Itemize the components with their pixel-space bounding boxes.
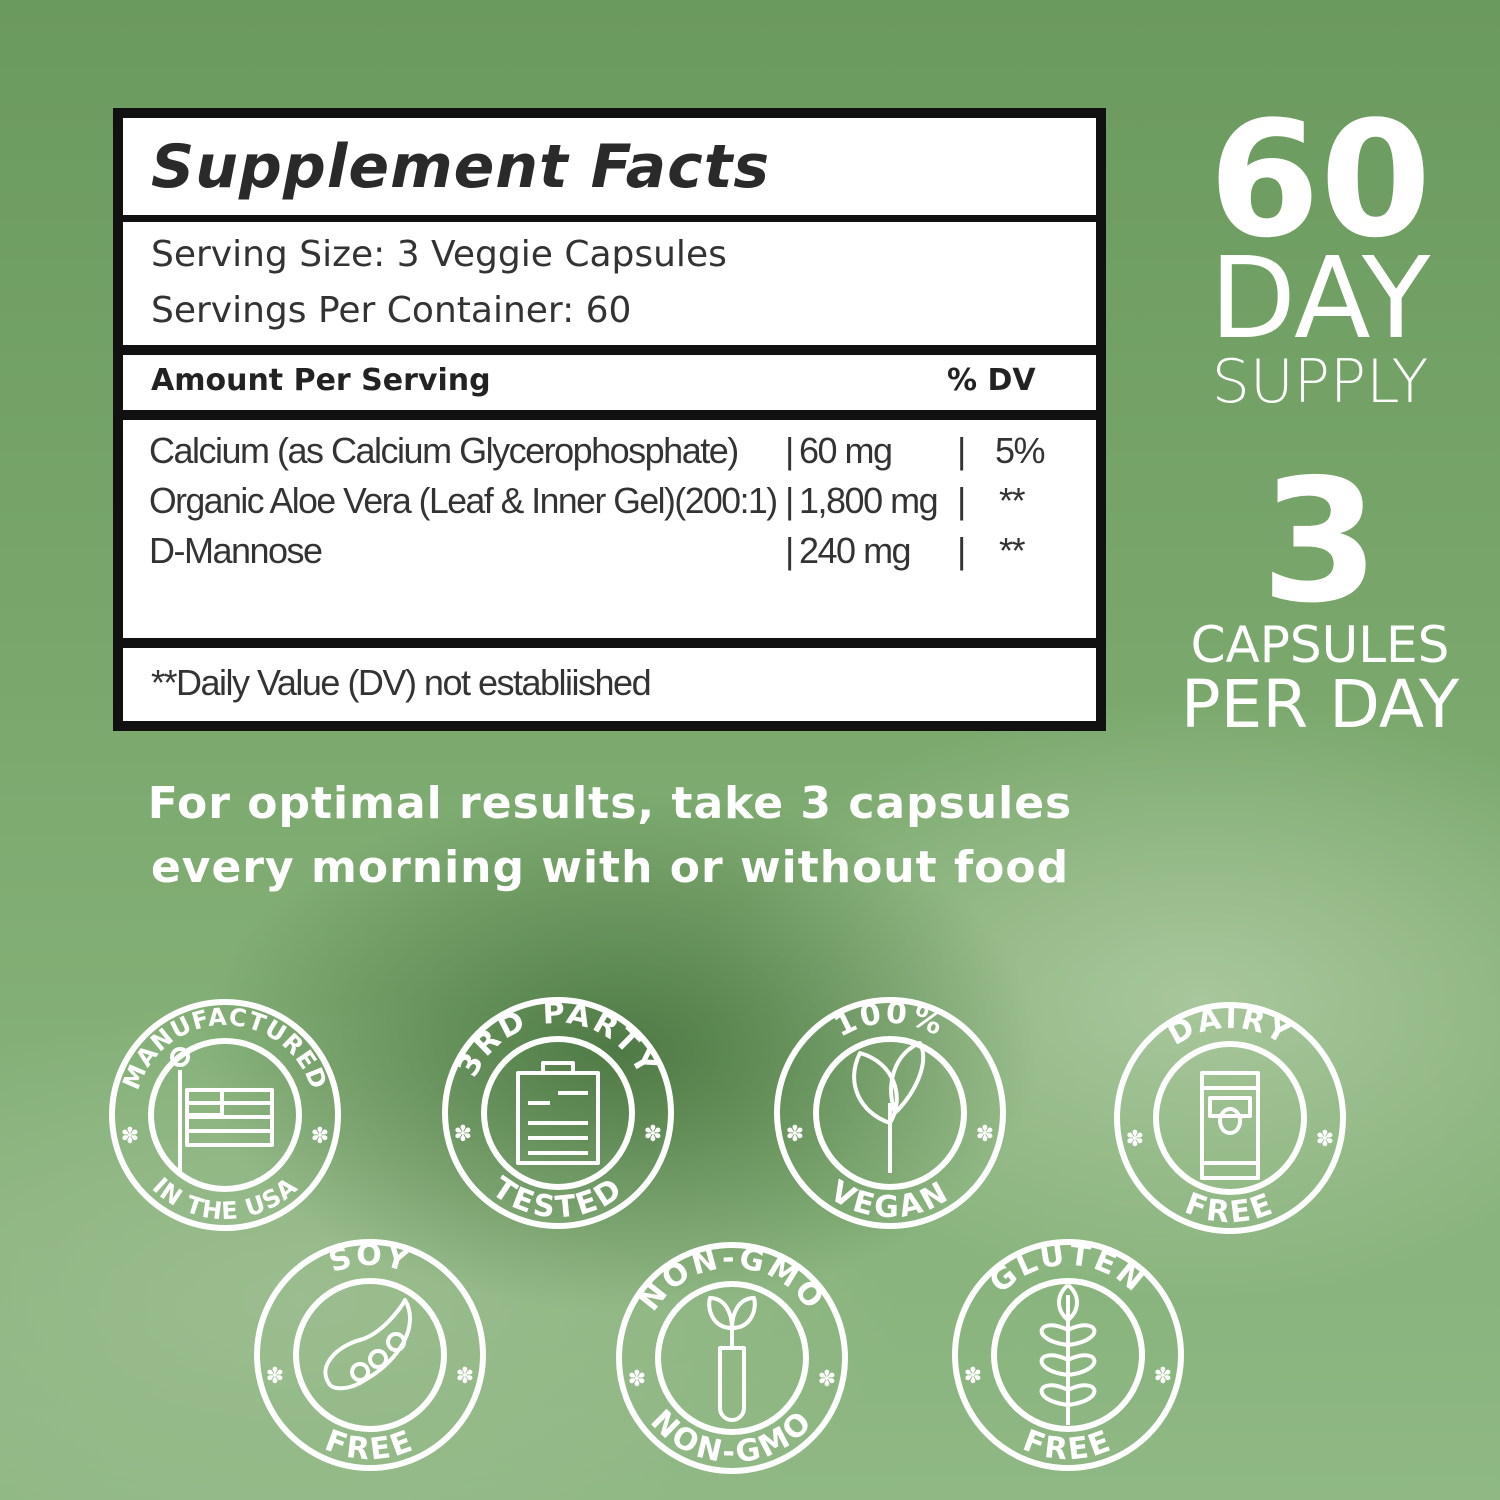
servings-per-container: Servings Per Container: 60 (151, 290, 632, 331)
leaf-icon (852, 1041, 926, 1173)
badge-inner-ring (148, 1038, 302, 1192)
badge-outer-ring (774, 997, 1006, 1229)
supply-days: 60 (1208, 86, 1432, 273)
badge-top-text: SOY (325, 1238, 415, 1280)
column-divider: | (957, 480, 966, 521)
ingredient-dv: ** (999, 530, 1026, 571)
badge-100-: 100%VEGAN✽ ✽ (774, 995, 1006, 1229)
soybean-icon (323, 1298, 412, 1391)
ingredient-name: D-Mannose (149, 530, 323, 571)
badge-non-gmo: NON-GMO NON-GMO ✽ ✽ (616, 1241, 848, 1474)
ingredient-name: Organic Aloe Vera (Leaf & Inner Gel)(200… (149, 480, 778, 521)
milk-carton-icon (1200, 1071, 1260, 1180)
badge-inner-ring (1153, 1041, 1307, 1195)
column-divider: | (957, 530, 966, 571)
instructions-line-1: For optimal results, take 3 capsules (147, 778, 1073, 829)
per-day-label: PER DAY (1180, 666, 1460, 743)
flower-icon: ✽ (454, 1122, 472, 1147)
badge-inner-ring (293, 1278, 447, 1432)
ingredient-amount: 240 mg (799, 530, 912, 571)
badge-outer-ring (442, 997, 674, 1229)
ingredient-name: Calcium (as Calcium Glycerophosphate) (149, 430, 739, 471)
us-flag-icon (170, 1047, 274, 1175)
flower-icon: ✽ (976, 1122, 994, 1147)
usage-instructions: For optimal results, take 3 capsules eve… (100, 772, 1120, 900)
supply-label: SUPPLY (1211, 347, 1429, 417)
badge-outer-ring (254, 1239, 486, 1471)
badge-outer-ring (616, 1242, 848, 1474)
ingredient-dv: 5% (995, 430, 1046, 471)
facts-title: Supplement Facts (151, 132, 771, 202)
flower-icon: ✽ (1126, 1127, 1144, 1152)
flower-icon: ✽ (818, 1367, 836, 1392)
badge-top-text: GLUTEN (983, 1237, 1153, 1300)
flower-icon: ✽ (1316, 1127, 1334, 1152)
column-divider: | (957, 430, 966, 471)
badge-inner-ring (655, 1281, 809, 1435)
column-divider: | (785, 480, 794, 521)
badge-outer-ring (109, 999, 341, 1231)
badge-top-text: NON-GMO (632, 1241, 832, 1318)
ingredient-dv: ** (999, 480, 1026, 521)
badge-top-text: MANUFACTURED (117, 1003, 333, 1094)
serving-size: Serving Size: 3 Veggie Capsules (151, 234, 727, 275)
badge-inner-ring (481, 1036, 635, 1190)
flower-icon: ✽ (628, 1367, 646, 1392)
instructions-line-2: every morning with or without food (150, 842, 1070, 893)
footnote: **Daily Value (DV) not establiished (151, 662, 652, 703)
flower-icon: ✽ (121, 1124, 139, 1149)
clipboard-icon (516, 1061, 600, 1165)
badge-bottom-text: NON-GMO (644, 1403, 821, 1470)
amount-per-serving-header: Amount Per Serving (151, 363, 491, 398)
supplement-facts-panel: Supplement Facts Serving Size: 3 Veggie … (113, 108, 1106, 731)
flower-icon: ✽ (1154, 1364, 1172, 1389)
flower-icon: ✽ (456, 1364, 474, 1389)
test-tube-sprout-icon (707, 1296, 757, 1422)
flower-icon: ✽ (786, 1122, 804, 1147)
column-divider: | (785, 430, 794, 471)
ingredient-amount: 1,800 mg (799, 480, 939, 521)
capsules-count: 3 (1260, 443, 1380, 641)
ingredient-amount: 60 mg (799, 430, 893, 471)
badge-inner-ring (813, 1036, 967, 1190)
badge-bottom-text: IN THE USA (147, 1172, 303, 1226)
badge-outer-ring (1114, 1002, 1346, 1234)
flower-icon: ✽ (266, 1364, 284, 1389)
flower-icon: ✽ (964, 1364, 982, 1389)
day-label: DAY (1209, 234, 1431, 364)
column-divider: | (785, 530, 794, 571)
wheat-icon (1039, 1283, 1097, 1425)
flower-icon: ✽ (644, 1122, 662, 1147)
badge-outer-ring (952, 1239, 1184, 1471)
badge-manufactured: MANUFACTURED IN THE USA ✽ ✽ (109, 999, 341, 1231)
dv-header: % DV (947, 363, 1036, 398)
flower-icon: ✽ (311, 1124, 329, 1149)
badge-inner-ring (991, 1278, 1145, 1432)
capsules-label: CAPSULES (1190, 616, 1450, 674)
